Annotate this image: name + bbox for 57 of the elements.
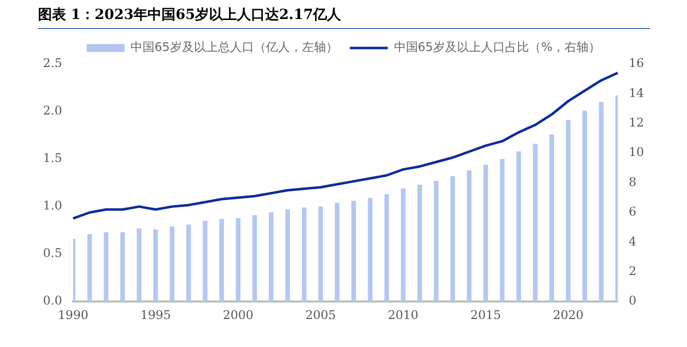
bar xyxy=(351,200,356,302)
y2-tick-label: 6 xyxy=(628,204,636,219)
bar xyxy=(186,224,191,302)
y2-tick-label: 10 xyxy=(628,145,644,160)
y-tick-label: 0.0 xyxy=(42,294,62,308)
bar xyxy=(483,164,488,302)
legend-label: 中国65岁及以上总人口（亿人，左轴） xyxy=(130,40,338,54)
y2-tick-label: 14 xyxy=(628,86,644,100)
bar xyxy=(516,151,522,302)
bar xyxy=(302,208,306,302)
bar xyxy=(532,144,538,302)
y2-tick-label: 12 xyxy=(628,116,644,130)
bar xyxy=(434,180,438,302)
bar xyxy=(450,176,455,302)
y-tick-label: 1.0 xyxy=(42,198,62,213)
y2-tick-label: 2 xyxy=(628,264,636,278)
bar xyxy=(236,218,240,302)
bar xyxy=(136,228,142,302)
y2-tick-label: 16 xyxy=(628,56,644,70)
bar xyxy=(104,232,108,302)
bar xyxy=(566,120,571,302)
chart-title: 图表 1：2023年中国65岁以上人口达2.17亿人 xyxy=(38,6,342,24)
bar xyxy=(318,206,323,302)
y2-tick-label: 4 xyxy=(628,234,637,248)
y-tick-label: 1.5 xyxy=(42,151,62,166)
bar xyxy=(500,159,505,302)
y2-tick-label: 8 xyxy=(628,174,636,189)
bar xyxy=(202,220,208,302)
bar xyxy=(400,188,406,302)
bar xyxy=(120,232,125,302)
bar xyxy=(417,184,422,302)
x-tick-label: 2015 xyxy=(470,308,501,322)
bar xyxy=(582,110,588,302)
x-tick-label: 2000 xyxy=(222,308,254,322)
bar xyxy=(87,234,92,302)
bar xyxy=(466,170,472,302)
x-tick-label: 1995 xyxy=(140,308,171,322)
y-tick-label: 0.5 xyxy=(42,246,62,260)
bar xyxy=(268,212,274,302)
y-tick-label: 2.5 xyxy=(42,56,62,70)
bar xyxy=(285,209,290,302)
bar xyxy=(334,202,340,302)
y2-tick-label: 0 xyxy=(628,294,636,308)
bar xyxy=(170,226,174,302)
bar xyxy=(153,229,158,302)
x-tick-label: 2005 xyxy=(305,308,336,322)
bar xyxy=(219,218,224,302)
bar xyxy=(368,198,372,302)
bar xyxy=(549,134,554,302)
bar xyxy=(598,102,604,302)
x-tick-label: 2020 xyxy=(552,308,584,322)
x-tick-label: 1990 xyxy=(58,308,88,322)
y-tick-label: 2.0 xyxy=(42,104,62,118)
x-tick-label: 2010 xyxy=(388,308,418,322)
legend-label: 中国65岁及以上人口占比（%，右轴） xyxy=(394,40,600,54)
bar xyxy=(252,215,257,302)
bar xyxy=(384,194,389,302)
